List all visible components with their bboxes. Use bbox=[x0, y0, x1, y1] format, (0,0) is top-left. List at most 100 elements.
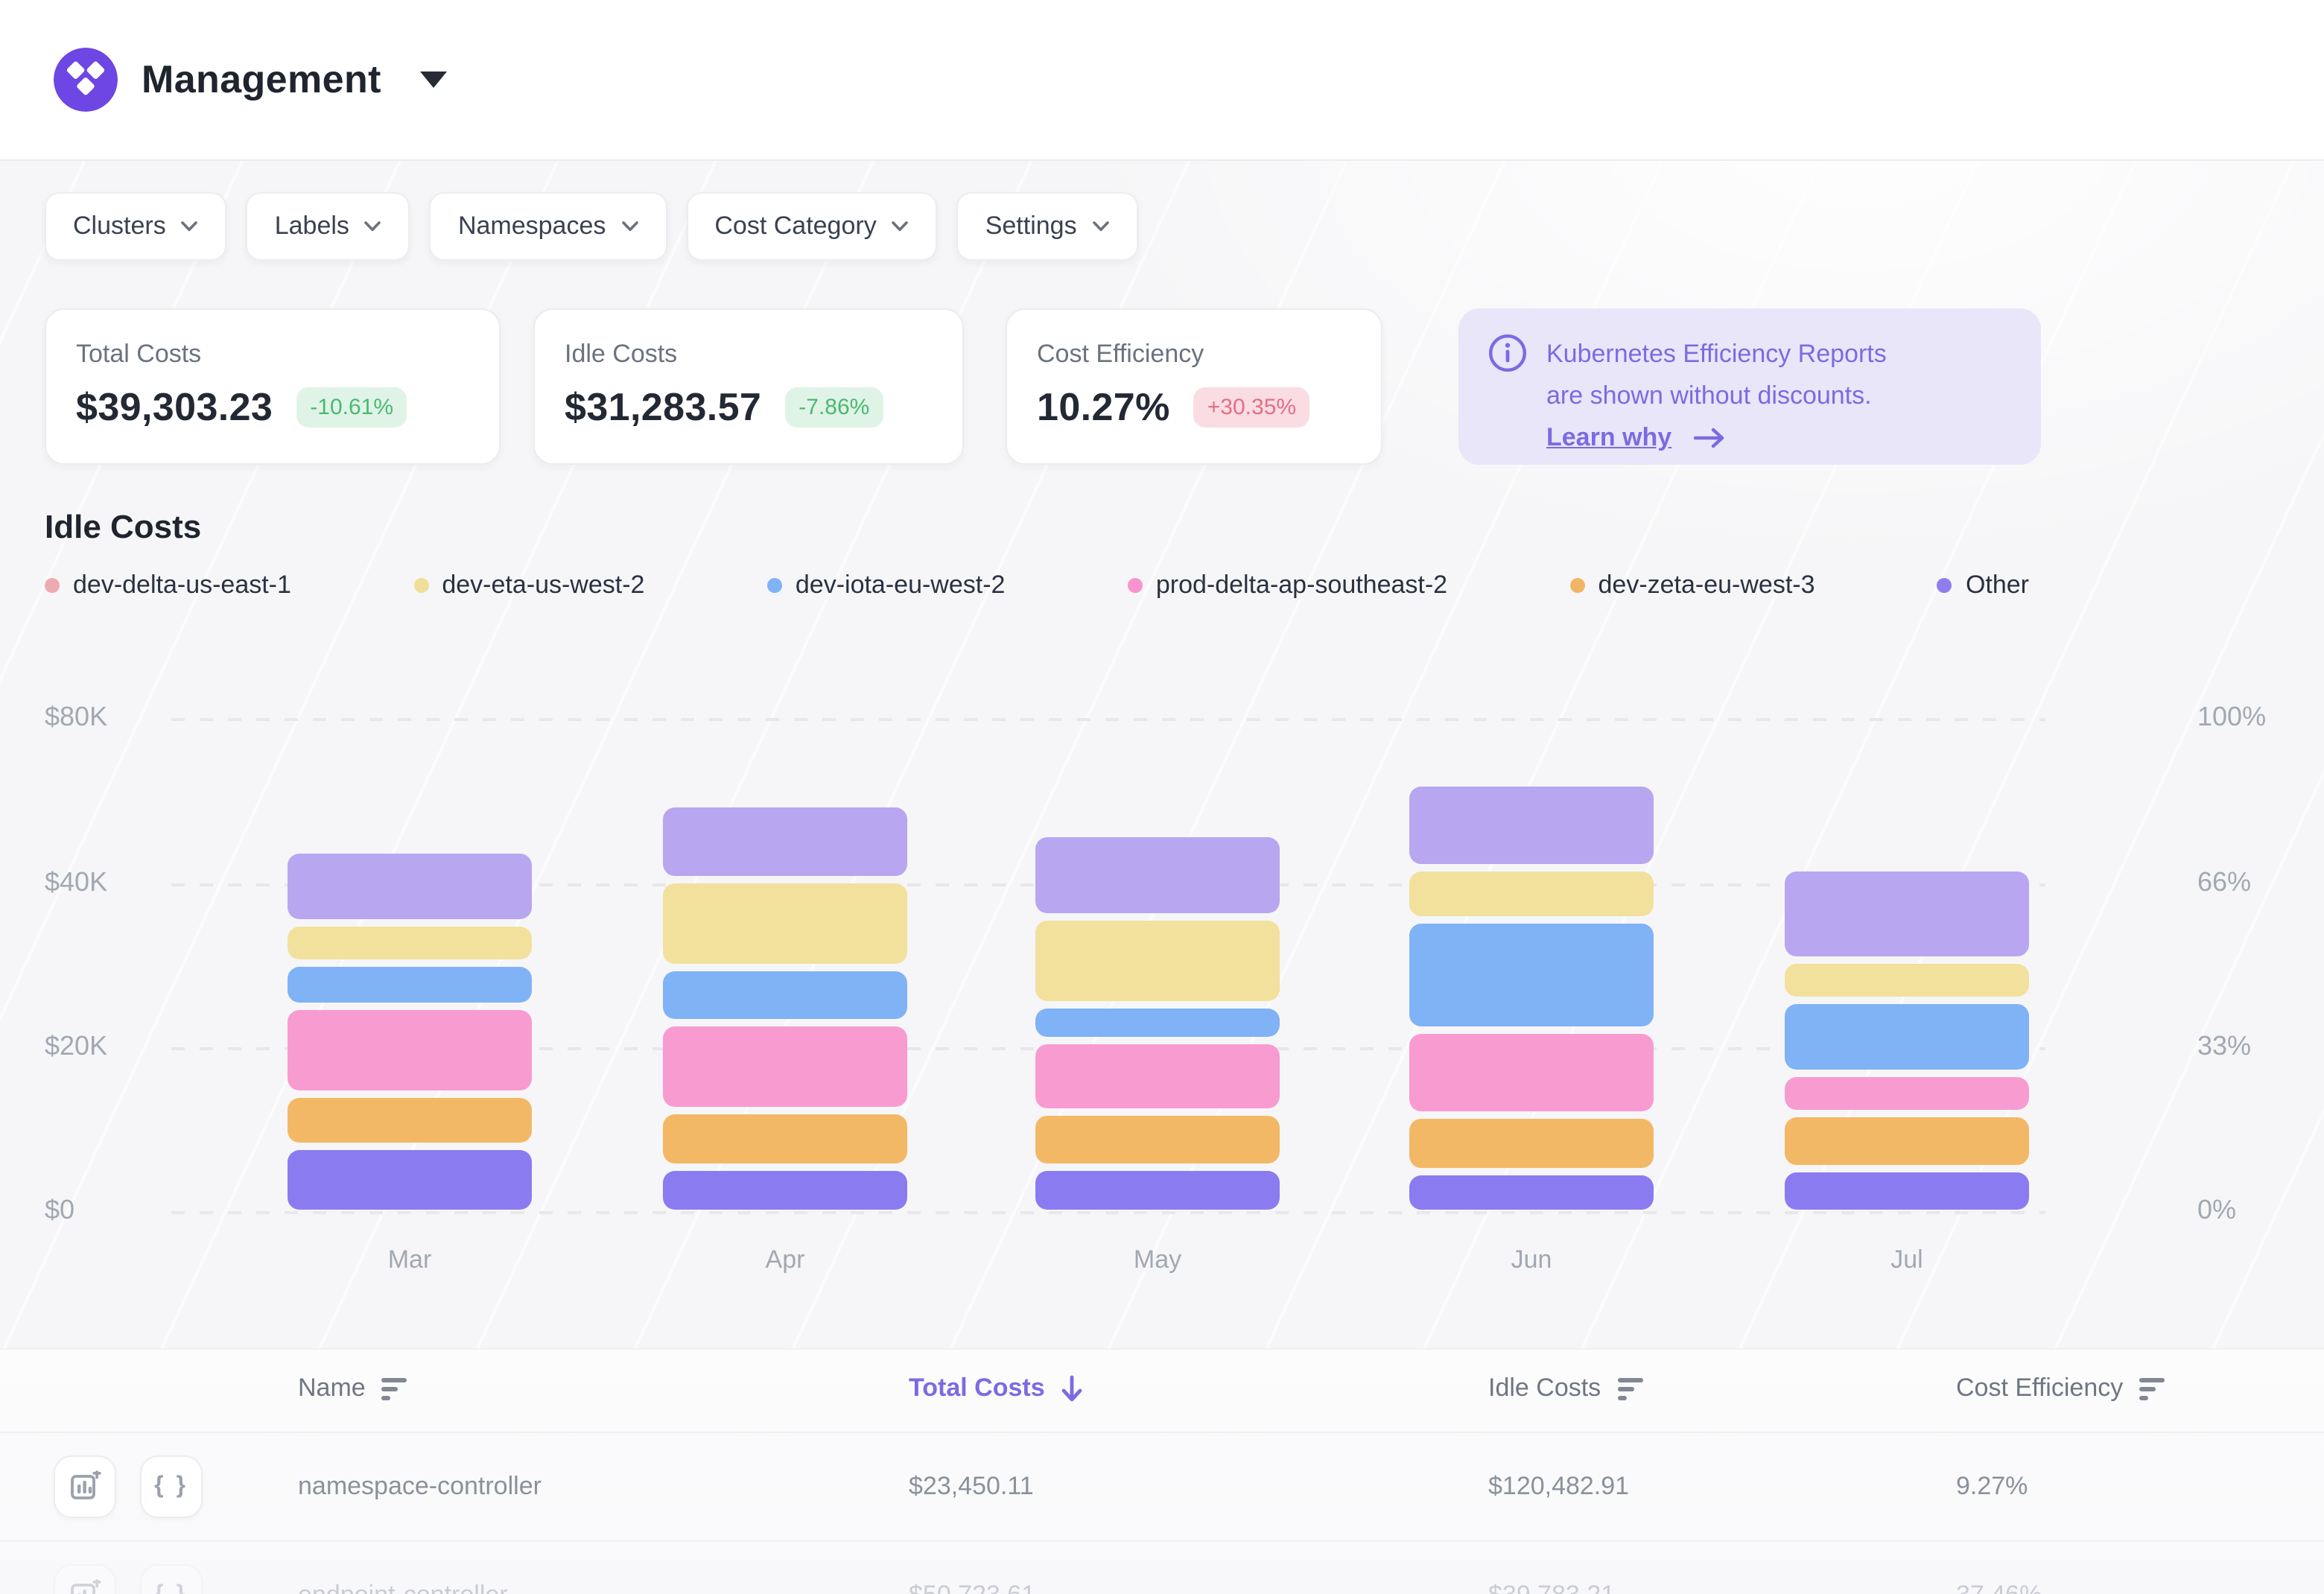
cell-name: namespace-controller bbox=[298, 1472, 542, 1500]
legend-label: prod-delta-ap-southeast-2 bbox=[1155, 571, 1448, 599]
filter-bar: Clusters Labels Namespaces Cost Category Set… bbox=[45, 192, 1138, 261]
kpi-value: $39,303.23 bbox=[76, 384, 273, 429]
kpi-value: $31,283.57 bbox=[565, 384, 762, 429]
kpi-label: Idle Costs bbox=[565, 340, 678, 368]
bar-segment-dev-iota-eu-west-2[interactable] bbox=[663, 971, 907, 1019]
column-header-idle[interactable]: Idle Costs bbox=[1488, 1374, 1643, 1403]
y-axis-right-tick: 100% bbox=[2197, 702, 2267, 731]
legend-item-dev-iota-eu-west-2[interactable]: dev-iota-eu-west-2 bbox=[766, 571, 1005, 600]
x-axis-label-jul: Jul bbox=[1890, 1245, 1923, 1274]
bar-segment-dev-iota-eu-west-2[interactable] bbox=[1409, 924, 1654, 1026]
filter-button-namespaces[interactable]: Namespaces bbox=[429, 192, 667, 261]
x-axis-label-apr: Apr bbox=[765, 1245, 805, 1274]
filter-label: Namespaces bbox=[457, 212, 606, 240]
row-actions: { } bbox=[54, 1455, 203, 1518]
bar-segment-other[interactable] bbox=[663, 1171, 907, 1210]
kpi-value: 10.27% bbox=[1037, 384, 1170, 429]
kpi-card-idle-costs: Idle Costs $31,283.57 -7.86% bbox=[533, 308, 964, 465]
bar-segment-other[interactable] bbox=[1785, 1172, 2029, 1210]
column-header-total[interactable]: Total Costs bbox=[909, 1374, 1084, 1403]
kpi-delta-badge: -7.86% bbox=[785, 387, 883, 428]
open-chart-button[interactable] bbox=[54, 1455, 116, 1518]
kpi-delta-badge: +30.35% bbox=[1193, 387, 1310, 428]
bar-segment-other[interactable] bbox=[1035, 1171, 1280, 1210]
sort-lines-icon[interactable] bbox=[1617, 1377, 1643, 1400]
bar-segment-dev-zeta-eu-west-3[interactable] bbox=[1035, 1116, 1280, 1163]
app-logo-icon[interactable] bbox=[54, 48, 118, 112]
view-json-button[interactable]: { } bbox=[140, 1564, 203, 1594]
bar-segment-dev-zeta-eu-west-3[interactable] bbox=[1785, 1117, 2029, 1165]
bar-segment-dev-delta-us-east-1[interactable] bbox=[1035, 837, 1280, 913]
column-header-name[interactable]: Name bbox=[298, 1374, 407, 1403]
bar-segment-dev-eta-us-west-2[interactable] bbox=[663, 883, 907, 964]
bar-segment-dev-zeta-eu-west-3[interactable] bbox=[288, 1098, 532, 1143]
add-chart-icon bbox=[71, 1579, 101, 1594]
chevron-down-icon bbox=[365, 221, 381, 232]
title-dropdown-caret-icon[interactable] bbox=[419, 72, 447, 88]
view-json-button[interactable]: { } bbox=[140, 1455, 203, 1518]
x-axis-label-jun: Jun bbox=[1511, 1245, 1552, 1274]
bar-segment-dev-iota-eu-west-2[interactable] bbox=[1785, 1004, 2029, 1070]
legend-label: dev-zeta-eu-west-3 bbox=[1598, 571, 1815, 599]
chevron-down-icon bbox=[892, 221, 909, 232]
learn-why-link[interactable]: Learn why bbox=[1546, 423, 1672, 451]
legend-item-dev-delta-us-east-1[interactable]: dev-delta-us-east-1 bbox=[45, 571, 291, 600]
column-header-label: Idle Costs bbox=[1488, 1374, 1601, 1402]
legend-item-prod-delta-ap-southeast-2[interactable]: prod-delta-ap-southeast-2 bbox=[1127, 571, 1448, 600]
bar-segment-prod-delta-ap-southeast-2[interactable] bbox=[1035, 1044, 1280, 1108]
cell-total: $50,723.61 bbox=[909, 1581, 1035, 1594]
legend-label: dev-eta-us-west-2 bbox=[442, 571, 645, 599]
legend-item-other[interactable]: Other bbox=[1937, 571, 2029, 600]
legend-dot-icon bbox=[1127, 578, 1143, 593]
filter-button-cost-category[interactable]: Cost Category bbox=[686, 192, 938, 261]
chart-title: Idle Costs bbox=[45, 508, 202, 545]
x-axis-label-may: May bbox=[1133, 1245, 1182, 1274]
banner-text: Kubernetes Efficiency Reports are shown … bbox=[1546, 334, 1887, 465]
kpi-card-cost-efficiency: Cost Efficiency 10.27% +30.35% bbox=[1006, 308, 1382, 465]
chevron-down-icon bbox=[621, 221, 638, 232]
kpi-value-line: 10.27% +30.35% bbox=[1037, 384, 1351, 431]
bar-segment-dev-eta-us-west-2[interactable] bbox=[1409, 871, 1654, 916]
y-axis-right-tick: 66% bbox=[2197, 867, 2252, 897]
bar-segment-dev-eta-us-west-2[interactable] bbox=[1785, 964, 2029, 997]
cell-idle: $120,482.91 bbox=[1488, 1472, 1630, 1500]
bar-segment-dev-eta-us-west-2[interactable] bbox=[288, 927, 532, 959]
bar-segment-other[interactable] bbox=[1409, 1175, 1654, 1210]
bar-segment-other[interactable] bbox=[288, 1150, 532, 1210]
bar-segment-prod-delta-ap-southeast-2[interactable] bbox=[288, 1010, 532, 1090]
bar-segment-dev-delta-us-east-1[interactable] bbox=[663, 807, 907, 876]
bar-segment-prod-delta-ap-southeast-2[interactable] bbox=[663, 1026, 907, 1107]
open-chart-button[interactable] bbox=[54, 1564, 116, 1594]
column-header-label: Name bbox=[298, 1374, 366, 1402]
kpi-label: Total Costs bbox=[76, 340, 202, 368]
y-axis-right-tick: 0% bbox=[2197, 1195, 2237, 1225]
bar-segment-prod-delta-ap-southeast-2[interactable] bbox=[1785, 1077, 2029, 1110]
filter-button-labels[interactable]: Labels bbox=[246, 192, 410, 261]
bar-segment-dev-eta-us-west-2[interactable] bbox=[1035, 921, 1280, 1001]
legend-dot-icon bbox=[1569, 578, 1585, 593]
sort-desc-arrow-icon[interactable] bbox=[1061, 1374, 1084, 1403]
sort-lines-icon[interactable] bbox=[2139, 1377, 2165, 1400]
bar-segment-dev-iota-eu-west-2[interactable] bbox=[1035, 1009, 1280, 1037]
bar-segment-dev-zeta-eu-west-3[interactable] bbox=[663, 1114, 907, 1163]
bar-segment-prod-delta-ap-southeast-2[interactable] bbox=[1409, 1034, 1654, 1111]
filter-label: Cost Category bbox=[714, 212, 877, 240]
bar-segment-dev-iota-eu-west-2[interactable] bbox=[288, 967, 532, 1003]
braces-icon: { } bbox=[154, 1473, 188, 1499]
chart-gridline bbox=[171, 718, 2045, 721]
y-axis-left-tick: $0 bbox=[45, 1195, 75, 1225]
y-axis-left-tick: $40K bbox=[45, 867, 108, 897]
legend-item-dev-eta-us-west-2[interactable]: dev-eta-us-west-2 bbox=[413, 571, 644, 600]
filter-button-clusters[interactable]: Clusters bbox=[45, 192, 227, 261]
filter-label: Labels bbox=[274, 212, 349, 240]
bar-segment-dev-delta-us-east-1[interactable] bbox=[1409, 787, 1654, 864]
legend-item-dev-zeta-eu-west-3[interactable]: dev-zeta-eu-west-3 bbox=[1569, 571, 1815, 600]
bar-segment-dev-delta-us-east-1[interactable] bbox=[1785, 871, 2029, 956]
cell-eff: 37.46% bbox=[1956, 1581, 2042, 1594]
column-header-eff[interactable]: Cost Efficiency bbox=[1956, 1374, 2165, 1403]
filter-button-settings[interactable]: Settings bbox=[956, 192, 1138, 261]
bar-segment-dev-zeta-eu-west-3[interactable] bbox=[1409, 1119, 1654, 1168]
sort-lines-icon[interactable] bbox=[381, 1377, 407, 1400]
bar-segment-dev-delta-us-east-1[interactable] bbox=[288, 854, 532, 919]
